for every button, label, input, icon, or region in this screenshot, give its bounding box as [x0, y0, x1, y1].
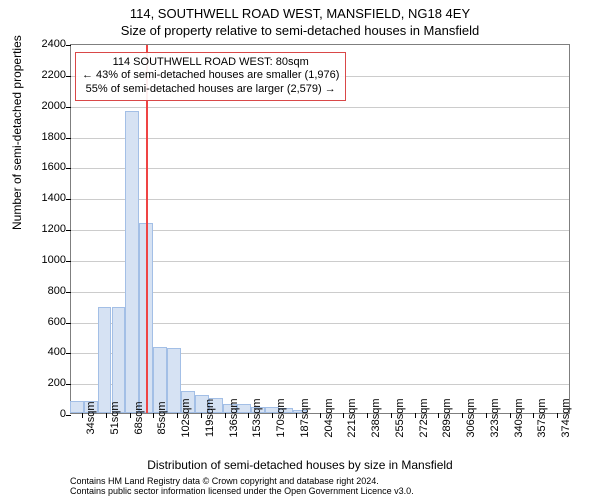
y-tick-mark	[66, 230, 71, 231]
y-tick-mark	[66, 384, 71, 385]
y-tick-mark	[66, 168, 71, 169]
x-tick-label: 85sqm	[156, 401, 168, 434]
x-tick-mark	[106, 413, 107, 418]
x-tick-mark	[272, 413, 273, 418]
x-tick-mark	[415, 413, 416, 418]
x-tick-label: 238sqm	[370, 398, 382, 437]
y-tick-label: 2200	[42, 69, 66, 81]
y-tick-mark	[66, 415, 71, 416]
annotation-line: ← 43% of semi-detached houses are smalle…	[82, 69, 339, 83]
annotation-line: 114 SOUTHWELL ROAD WEST: 80sqm	[82, 56, 339, 70]
y-tick-label: 1000	[42, 254, 66, 266]
x-tick-mark	[343, 413, 344, 418]
x-tick-label: 323sqm	[489, 398, 501, 437]
x-tick-label: 34sqm	[85, 401, 97, 434]
y-tick-mark	[66, 353, 71, 354]
x-tick-mark	[201, 413, 202, 418]
y-tick-label: 1600	[42, 161, 66, 173]
y-tick-mark	[66, 292, 71, 293]
y-tick-label: 0	[60, 408, 66, 420]
annotation-box: 114 SOUTHWELL ROAD WEST: 80sqm← 43% of s…	[75, 52, 346, 101]
x-tick-label: 272sqm	[418, 398, 430, 437]
x-tick-mark	[533, 413, 534, 418]
x-tick-mark	[438, 413, 439, 418]
x-tick-mark	[177, 413, 178, 418]
y-tick-label: 1400	[42, 192, 66, 204]
y-tick-label: 1200	[42, 223, 66, 235]
x-tick-mark	[248, 413, 249, 418]
x-tick-mark	[557, 413, 558, 418]
x-tick-label: 374sqm	[560, 398, 572, 437]
x-tick-label: 340sqm	[513, 398, 525, 437]
x-tick-mark	[153, 413, 154, 418]
annotation-line: 55% of semi-detached houses are larger (…	[82, 83, 339, 97]
x-tick-label: 136sqm	[228, 398, 240, 437]
x-tick-mark	[486, 413, 487, 418]
histogram-bar	[112, 307, 126, 413]
x-tick-label: 119sqm	[204, 399, 216, 437]
x-tick-mark	[82, 413, 83, 418]
y-tick-mark	[66, 138, 71, 139]
x-tick-mark	[320, 413, 321, 418]
x-tick-label: 68sqm	[133, 401, 145, 434]
y-tick-mark	[66, 323, 71, 324]
plot-area: 114 SOUTHWELL ROAD WEST: 80sqm← 43% of s…	[70, 44, 570, 414]
x-tick-mark	[510, 413, 511, 418]
histogram-bar	[98, 307, 112, 413]
x-tick-label: 187sqm	[299, 398, 311, 437]
credits-block: Contains HM Land Registry data © Crown c…	[70, 476, 414, 497]
credits-line1: Contains HM Land Registry data © Crown c…	[70, 476, 414, 486]
y-tick-label: 2400	[42, 38, 66, 50]
chart-title-line1: 114, SOUTHWELL ROAD WEST, MANSFIELD, NG1…	[0, 6, 600, 21]
y-tick-mark	[66, 199, 71, 200]
y-tick-label: 2000	[42, 100, 66, 112]
y-tick-label: 600	[48, 316, 66, 328]
x-tick-mark	[225, 413, 226, 418]
x-tick-mark	[130, 413, 131, 418]
x-tick-mark	[391, 413, 392, 418]
x-tick-label: 357sqm	[536, 398, 548, 437]
x-tick-mark	[367, 413, 368, 418]
x-tick-label: 170sqm	[275, 398, 287, 437]
x-tick-label: 289sqm	[441, 398, 453, 437]
y-tick-label: 400	[48, 346, 66, 358]
y-tick-mark	[66, 76, 71, 77]
chart-container: { "chart": { "type": "histogram", "title…	[0, 0, 600, 500]
x-tick-mark	[296, 413, 297, 418]
x-tick-label: 51sqm	[109, 401, 121, 434]
x-tick-label: 102sqm	[180, 398, 192, 437]
y-tick-mark	[66, 45, 71, 46]
y-tick-mark	[66, 261, 71, 262]
y-tick-mark	[66, 107, 71, 108]
y-tick-label: 200	[48, 377, 66, 389]
credits-line2: Contains public sector information licen…	[70, 486, 414, 496]
histogram-bar	[125, 111, 139, 413]
x-tick-label: 221sqm	[346, 398, 358, 437]
x-tick-label: 306sqm	[465, 398, 477, 437]
x-tick-label: 153sqm	[251, 398, 263, 437]
y-tick-label: 1800	[42, 131, 66, 143]
x-tick-mark	[462, 413, 463, 418]
x-axis-label: Distribution of semi-detached houses by …	[0, 458, 600, 472]
y-axis-label: Number of semi-detached properties	[10, 35, 24, 230]
chart-title-line2: Size of property relative to semi-detach…	[0, 23, 600, 38]
x-tick-label: 255sqm	[394, 398, 406, 437]
histogram-bar	[70, 401, 84, 413]
y-tick-label: 800	[48, 285, 66, 297]
x-tick-label: 204sqm	[323, 398, 335, 437]
